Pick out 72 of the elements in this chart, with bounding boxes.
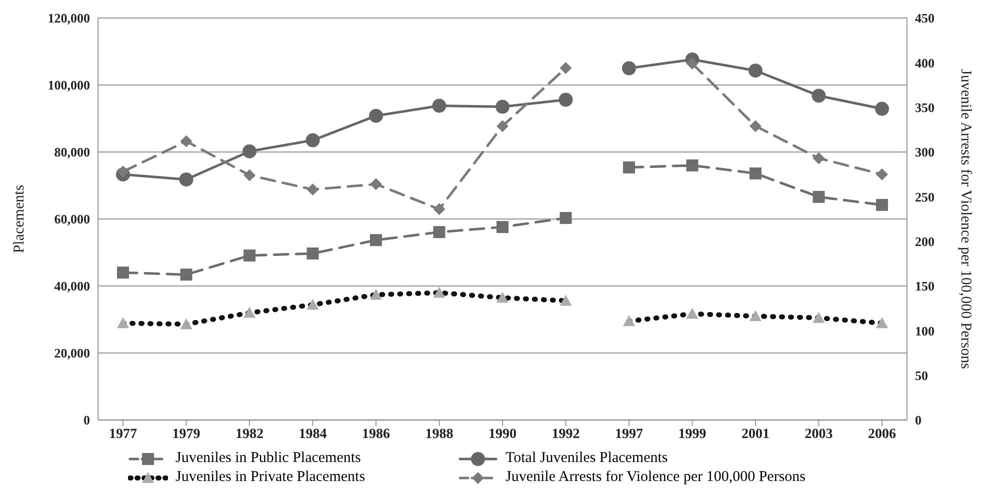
x-tick-label: 1990 (488, 426, 516, 442)
point (306, 133, 320, 148)
legend-label: Juveniles in Public Placements (176, 450, 361, 467)
point (370, 178, 382, 190)
x-tick-label: 2003 (804, 426, 833, 442)
x-tick-label: 1979 (172, 426, 200, 442)
legend-label: Total Juveniles Placements (506, 450, 668, 467)
point (496, 120, 508, 132)
point (180, 268, 192, 281)
y2-tick-label: 350 (915, 100, 934, 115)
y2-tick-label: 250 (915, 189, 934, 204)
y2-tick-label: 400 (915, 55, 934, 70)
y2-tick-label: 0 (915, 412, 922, 428)
y-tick-label: 80,000 (54, 144, 90, 160)
point (622, 61, 636, 76)
y-tick-label: 120,000 (48, 10, 90, 26)
point (370, 234, 382, 246)
x-tick-label: 1997 (615, 426, 643, 442)
point (812, 152, 825, 164)
point (876, 168, 888, 180)
legend-label: Juvenile Arrests for Violence per 100,000 Persons (506, 469, 806, 486)
point (875, 102, 889, 116)
x-tick-label: 1982 (236, 426, 264, 442)
point (432, 98, 446, 113)
point (433, 203, 446, 216)
x-tick-label: 2001 (742, 426, 770, 442)
y-tick-label: 20,000 (54, 346, 90, 361)
y-tick-label: 60,000 (54, 212, 90, 227)
y2-axis-title: Juvenile Arrests for Violence per 100,000 Persons (958, 68, 974, 370)
point (558, 92, 573, 107)
point (812, 190, 825, 203)
point (623, 161, 635, 174)
x-tick-label: 1992 (552, 426, 580, 442)
point (179, 172, 194, 186)
point (496, 221, 508, 234)
y-tick-label: 40,000 (54, 278, 90, 294)
point (117, 266, 129, 279)
x-tick-label: 1988 (425, 426, 454, 442)
y2-tick-label: 450 (915, 10, 934, 26)
y-tick-label: 100,000 (48, 78, 90, 93)
x-tick-label: 1977 (109, 426, 137, 442)
x-tick-label: 1986 (362, 426, 390, 442)
y2-tick-label: 50 (915, 368, 928, 383)
y2-tick-label: 150 (915, 278, 934, 294)
point (686, 159, 698, 172)
point (117, 166, 129, 178)
y-axis-title: Placements (11, 184, 28, 254)
x-tick-label: 1984 (298, 426, 327, 442)
point (369, 108, 383, 123)
point (244, 250, 256, 262)
point (750, 167, 762, 180)
y2-tick-label: 100 (915, 323, 934, 338)
legend-label: Juveniles in Private Placements (176, 469, 366, 486)
point (686, 58, 698, 70)
point (750, 120, 762, 132)
point (242, 144, 256, 158)
point (560, 62, 572, 74)
point (876, 198, 888, 211)
point (244, 169, 256, 182)
point (496, 100, 510, 114)
y2-tick-label: 300 (915, 144, 934, 160)
point (306, 184, 319, 196)
point (433, 226, 446, 238)
point (812, 88, 826, 103)
point (180, 135, 192, 148)
point (748, 64, 762, 78)
point (560, 212, 572, 224)
x-tick-label: 1999 (678, 426, 706, 442)
y2-tick-label: 200 (915, 234, 934, 249)
point (306, 248, 319, 260)
y-tick-label: 0 (84, 412, 90, 428)
x-tick-label: 2006 (868, 426, 896, 442)
